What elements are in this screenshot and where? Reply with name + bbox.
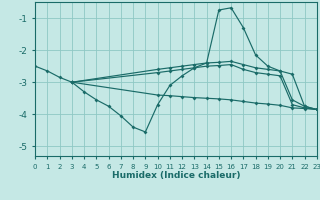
X-axis label: Humidex (Indice chaleur): Humidex (Indice chaleur) [112, 171, 240, 180]
